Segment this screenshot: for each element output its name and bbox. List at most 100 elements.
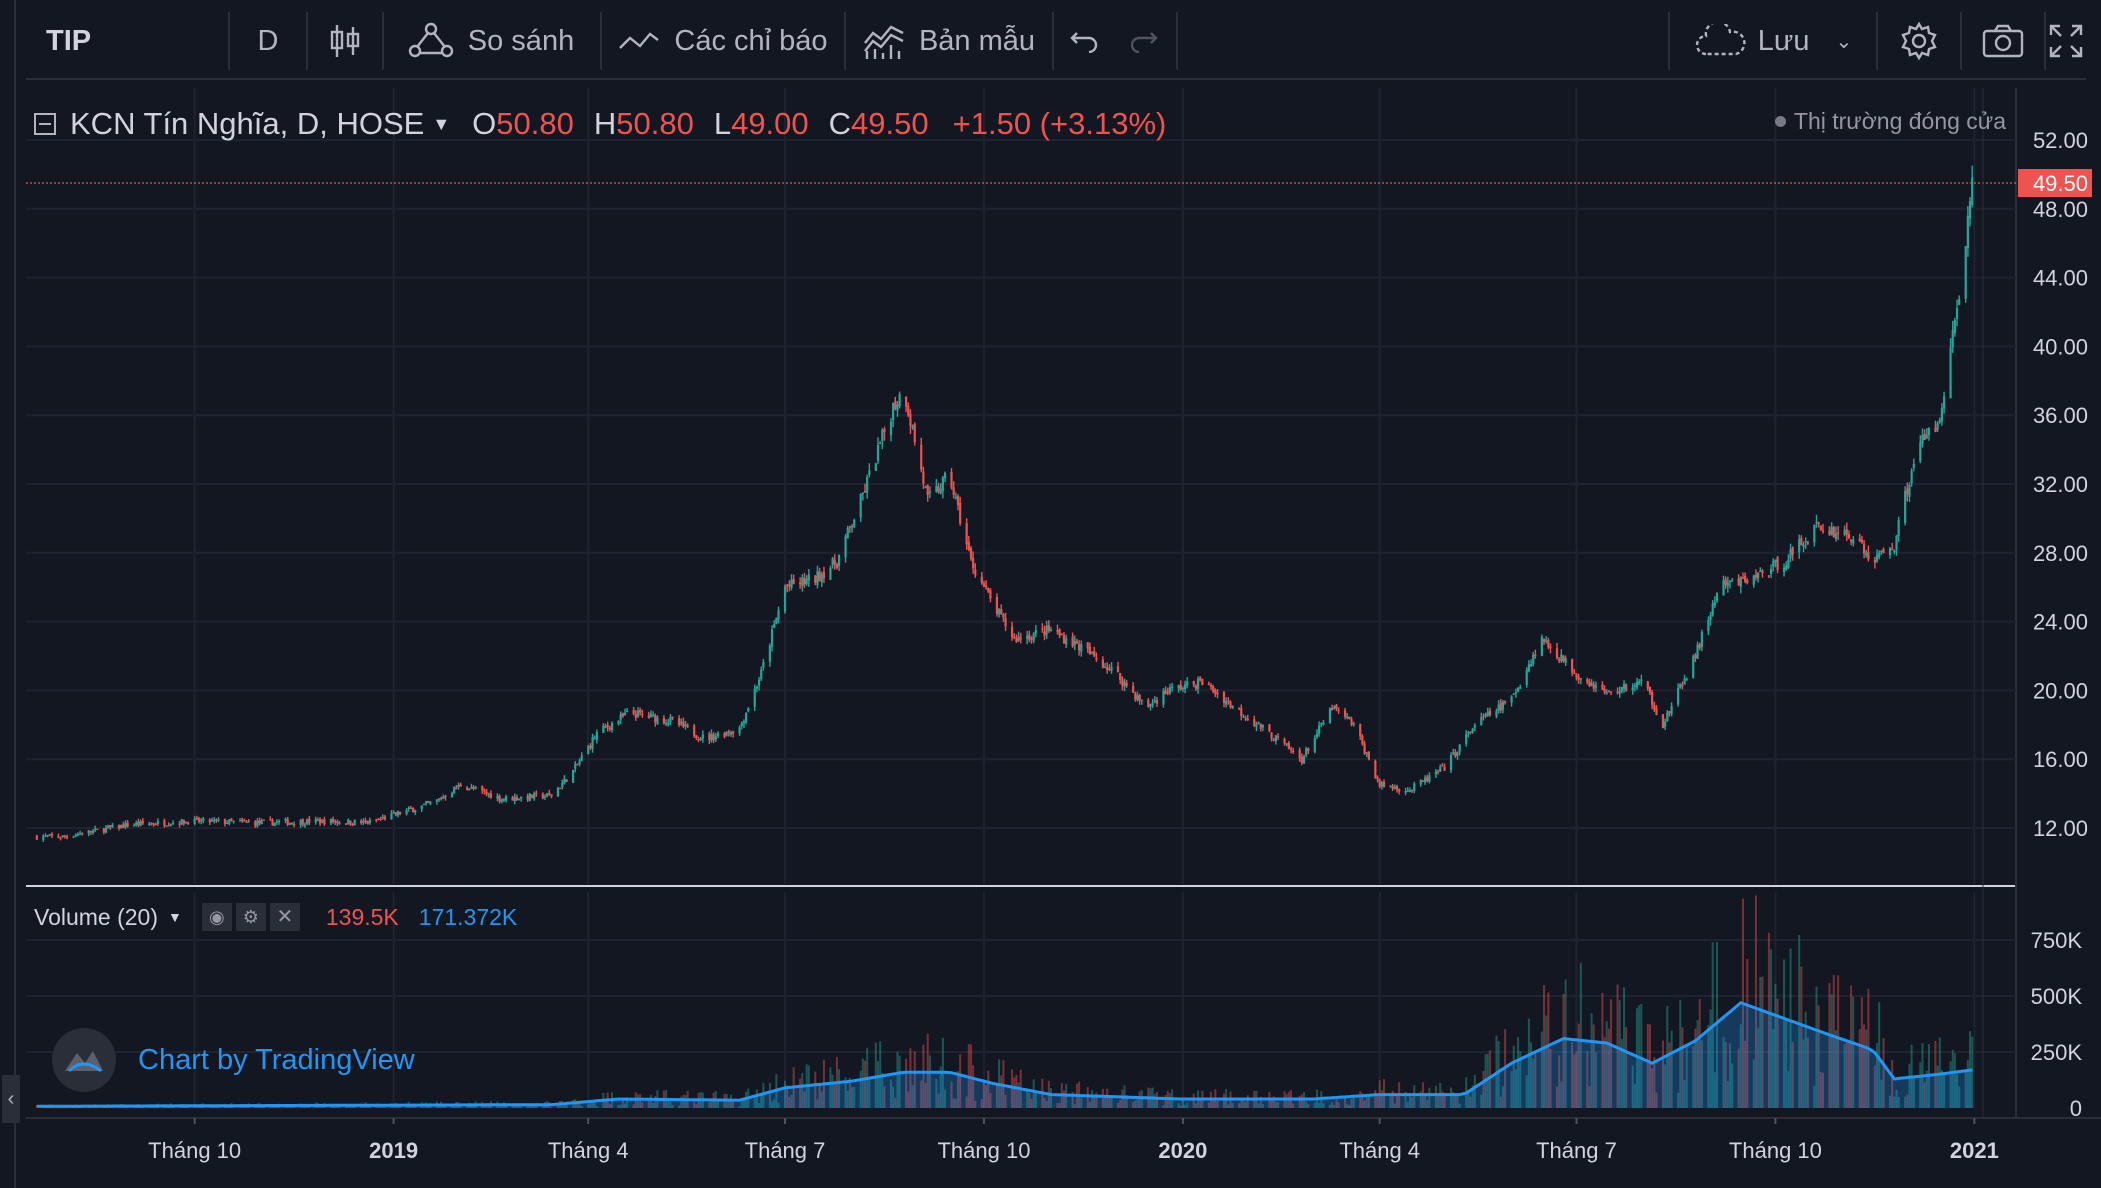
volume-bar [1117,1102,1120,1108]
candle-body [563,778,566,784]
candle-body [338,822,341,824]
volume-bar [1726,1081,1729,1108]
candle-body [215,819,218,821]
candle-body [171,822,175,824]
candle-body [1806,542,1809,544]
candle-body [228,819,231,825]
candle-body [167,825,170,827]
collapse-panel-button[interactable]: ‹ [2,1075,20,1123]
candle-body [1683,678,1686,685]
volume-bar [1956,1074,1959,1108]
candle-body [1633,685,1636,687]
volume-bar [760,1093,763,1108]
indicators-button[interactable]: Các chỉ báo [602,4,844,78]
candle-body [1404,790,1407,793]
volume-bar [1891,1059,1894,1108]
candle-body [850,526,854,528]
volume-bar [379,1107,382,1108]
templates-button[interactable]: Bản mẫu [846,4,1052,78]
volume-bar [1560,1081,1563,1108]
volume-bar [1912,1076,1915,1108]
candle-body [533,793,536,799]
volume-bar [1713,1072,1716,1108]
candle-body [669,717,672,723]
chart-style-button[interactable] [308,4,382,78]
eye-icon[interactable]: ◉ [201,903,232,931]
symbol-search-button[interactable]: TIP [46,4,226,78]
candle-body [1183,684,1187,690]
volume-bar [1640,1003,1643,1108]
candle-body [87,830,90,834]
volume-bar [682,1095,685,1108]
volume-bar [1677,1092,1680,1108]
candle-body [485,791,488,794]
candle-body [502,799,505,801]
candle-body [580,755,583,762]
volume-bar [1865,1029,1868,1108]
interval-button[interactable]: D [230,4,306,78]
volume-bar [459,1106,462,1108]
redo-button[interactable] [1114,4,1174,78]
volume-title[interactable]: Volume (20) [34,903,159,930]
candle-body [1897,520,1900,537]
candle-body [500,799,503,803]
candle-body [1865,552,1868,556]
fullscreen-button[interactable] [2046,4,2086,78]
candle-body [165,825,168,827]
volume-bar [848,1078,851,1108]
volume-bar [617,1104,620,1108]
candle-body [1694,655,1697,658]
candle-body [1512,693,1515,695]
candle-body [684,724,687,727]
candle-body [472,787,475,790]
volume-bar [1222,1093,1225,1108]
volume-bar [1411,1097,1414,1108]
volume-bar [1045,1100,1048,1108]
candle-body [1229,701,1232,707]
snapshot-button[interactable] [1962,4,2044,78]
tradingview-watermark[interactable]: Chart by TradingView [52,1028,415,1092]
volume-bar [1307,1104,1310,1108]
candle-body [483,790,486,792]
candle-body [1488,710,1492,716]
collapse-legend-icon[interactable] [34,113,56,135]
volume-bar [96,1107,99,1108]
chevron-down-icon: ⌄ [1835,30,1853,53]
candle-body [1406,790,1409,792]
volume-bar [974,1100,977,1108]
candle-body [1261,724,1265,728]
volume-bar [641,1102,644,1108]
candle-body [1966,215,1969,249]
gear-icon[interactable]: ⚙ [235,903,266,931]
volume-bar [727,1098,730,1108]
volume-bar [1625,1026,1628,1108]
candle-body [1648,686,1652,694]
volume-bar [1017,1082,1020,1108]
candle-body [487,793,490,796]
volume-bar [965,1096,968,1108]
volume-bar [844,1077,847,1108]
compare-icon [408,22,453,58]
candle-body [46,835,49,837]
settings-button[interactable] [1878,4,1960,78]
volume-bar [790,1094,793,1108]
candle-body [1116,666,1120,673]
volume-bar [178,1106,181,1108]
time-tick-label: 2021 [1950,1138,1999,1163]
candle-body [1631,687,1634,691]
candle-body [1912,463,1915,468]
close-icon[interactable]: ✕ [269,903,300,931]
volume-bar [1244,1101,1247,1108]
volume-bar [1049,1087,1052,1108]
candle-body [1259,723,1262,729]
caret-down-icon[interactable]: ▼ [432,113,451,134]
undo-button[interactable] [1054,4,1114,78]
candle-body [1216,692,1219,694]
caret-down-icon[interactable]: ▼ [168,909,182,925]
save-layout-button[interactable]: Lưu ⌄ [1670,4,1876,78]
candle-body [1078,644,1081,651]
compare-button[interactable]: So sánh [384,4,598,78]
symbol-title[interactable]: KCN Tín Nghĩa, D, HOSE [70,106,425,141]
volume-bar [1724,1041,1727,1108]
